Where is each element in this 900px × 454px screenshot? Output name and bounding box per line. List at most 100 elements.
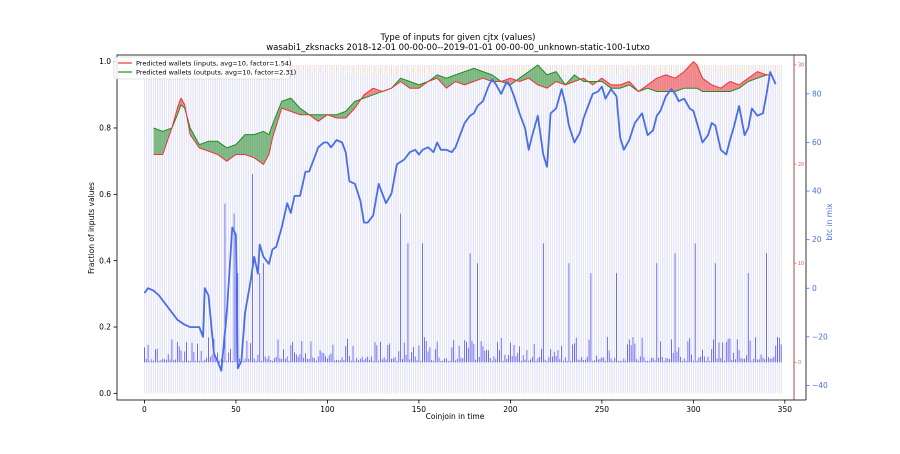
bar: [672, 352, 674, 363]
bar: [471, 340, 473, 363]
bar: [670, 339, 672, 363]
bar: [508, 355, 510, 363]
bar: [440, 360, 442, 363]
bar: [738, 349, 740, 363]
bar: [592, 360, 594, 363]
fill-outputs-higher: [199, 141, 209, 152]
bar: [175, 359, 177, 363]
bar: [617, 360, 619, 363]
fill-outputs-higher: [217, 141, 227, 162]
bar: [542, 243, 544, 363]
bar: [570, 360, 572, 363]
bar: [722, 342, 724, 363]
bar: [561, 345, 563, 363]
bar: [339, 360, 341, 363]
bar: [733, 352, 735, 363]
bar: [332, 344, 334, 363]
bar: [165, 359, 167, 363]
bar: [584, 359, 586, 363]
bar: [692, 360, 694, 363]
bar: [771, 358, 773, 363]
bar: [337, 360, 339, 363]
bar: [460, 357, 462, 363]
bar: [186, 342, 187, 363]
bar: [228, 352, 230, 363]
bar: [654, 360, 656, 363]
bar: [744, 358, 746, 363]
y-mid-tick-label: 30: [798, 63, 804, 69]
y-right-tick-label: −20: [812, 332, 828, 341]
bar: [667, 358, 669, 363]
fill-inputs-higher: [702, 78, 712, 92]
y-left-tick-label: 0.4: [99, 256, 111, 265]
y-left-tick-label: 1.0: [99, 57, 111, 66]
fill-inputs-higher: [697, 64, 703, 92]
y-left-tick-label: 0.6: [99, 190, 111, 199]
bar: [381, 359, 383, 363]
bar: [169, 359, 171, 363]
line-inputs: [153, 61, 772, 165]
fill-outputs-higher: [446, 74, 456, 89]
bar: [200, 350, 202, 363]
bar: [416, 360, 418, 363]
bar: [725, 341, 727, 363]
bar: [636, 359, 638, 363]
fill-outputs-higher: [455, 71, 465, 85]
bar: [758, 359, 760, 363]
bar: [295, 354, 297, 363]
fill-inputs-higher: [684, 61, 694, 89]
bar: [198, 360, 200, 363]
bar: [563, 360, 564, 363]
bar: [330, 353, 332, 363]
bar: [348, 355, 350, 363]
fill-outputs-higher: [235, 134, 246, 155]
fill-outputs-higher: [254, 131, 264, 165]
bar: [513, 344, 515, 363]
bar: [204, 359, 206, 363]
bar: [575, 337, 577, 363]
bar: [215, 357, 217, 363]
fill-inputs-higher: [177, 98, 182, 115]
bar: [603, 357, 605, 363]
bar: [264, 356, 266, 363]
bar: [590, 273, 592, 363]
bar: [197, 343, 198, 363]
bar: [464, 340, 466, 363]
bar: [394, 357, 396, 363]
bar: [283, 349, 284, 363]
legend-box: [113, 56, 291, 80]
bar: [649, 360, 650, 363]
fill-inputs-higher: [693, 61, 698, 89]
y-axis-label-right: btc in mix: [825, 203, 834, 241]
bar: [389, 343, 391, 363]
bar: [696, 360, 698, 363]
y-left-tick-label: 0.0: [99, 389, 111, 398]
bar: [713, 339, 714, 363]
line-btc-in-mix: [143, 71, 777, 372]
bar: [383, 357, 385, 363]
bar: [687, 341, 689, 363]
bar: [572, 344, 574, 363]
chart-title: Type of inputs for given cjtx (values): [380, 33, 536, 43]
bar: [350, 360, 352, 363]
bar: [760, 354, 762, 363]
bar: [749, 340, 751, 363]
bar: [315, 360, 317, 363]
bar: [246, 340, 248, 363]
bar: [229, 348, 231, 363]
bar: [541, 348, 542, 363]
bar: [517, 352, 519, 363]
bar: [698, 357, 700, 363]
bar: [231, 360, 233, 363]
bar: [158, 360, 160, 363]
bar: [173, 360, 175, 363]
bar: [659, 341, 661, 363]
bar: [405, 354, 407, 363]
bar: [566, 360, 568, 363]
bar: [303, 357, 305, 363]
background-stripes: [144, 64, 782, 394]
bar: [491, 360, 493, 363]
bar: [639, 356, 641, 363]
bar: [325, 356, 327, 363]
